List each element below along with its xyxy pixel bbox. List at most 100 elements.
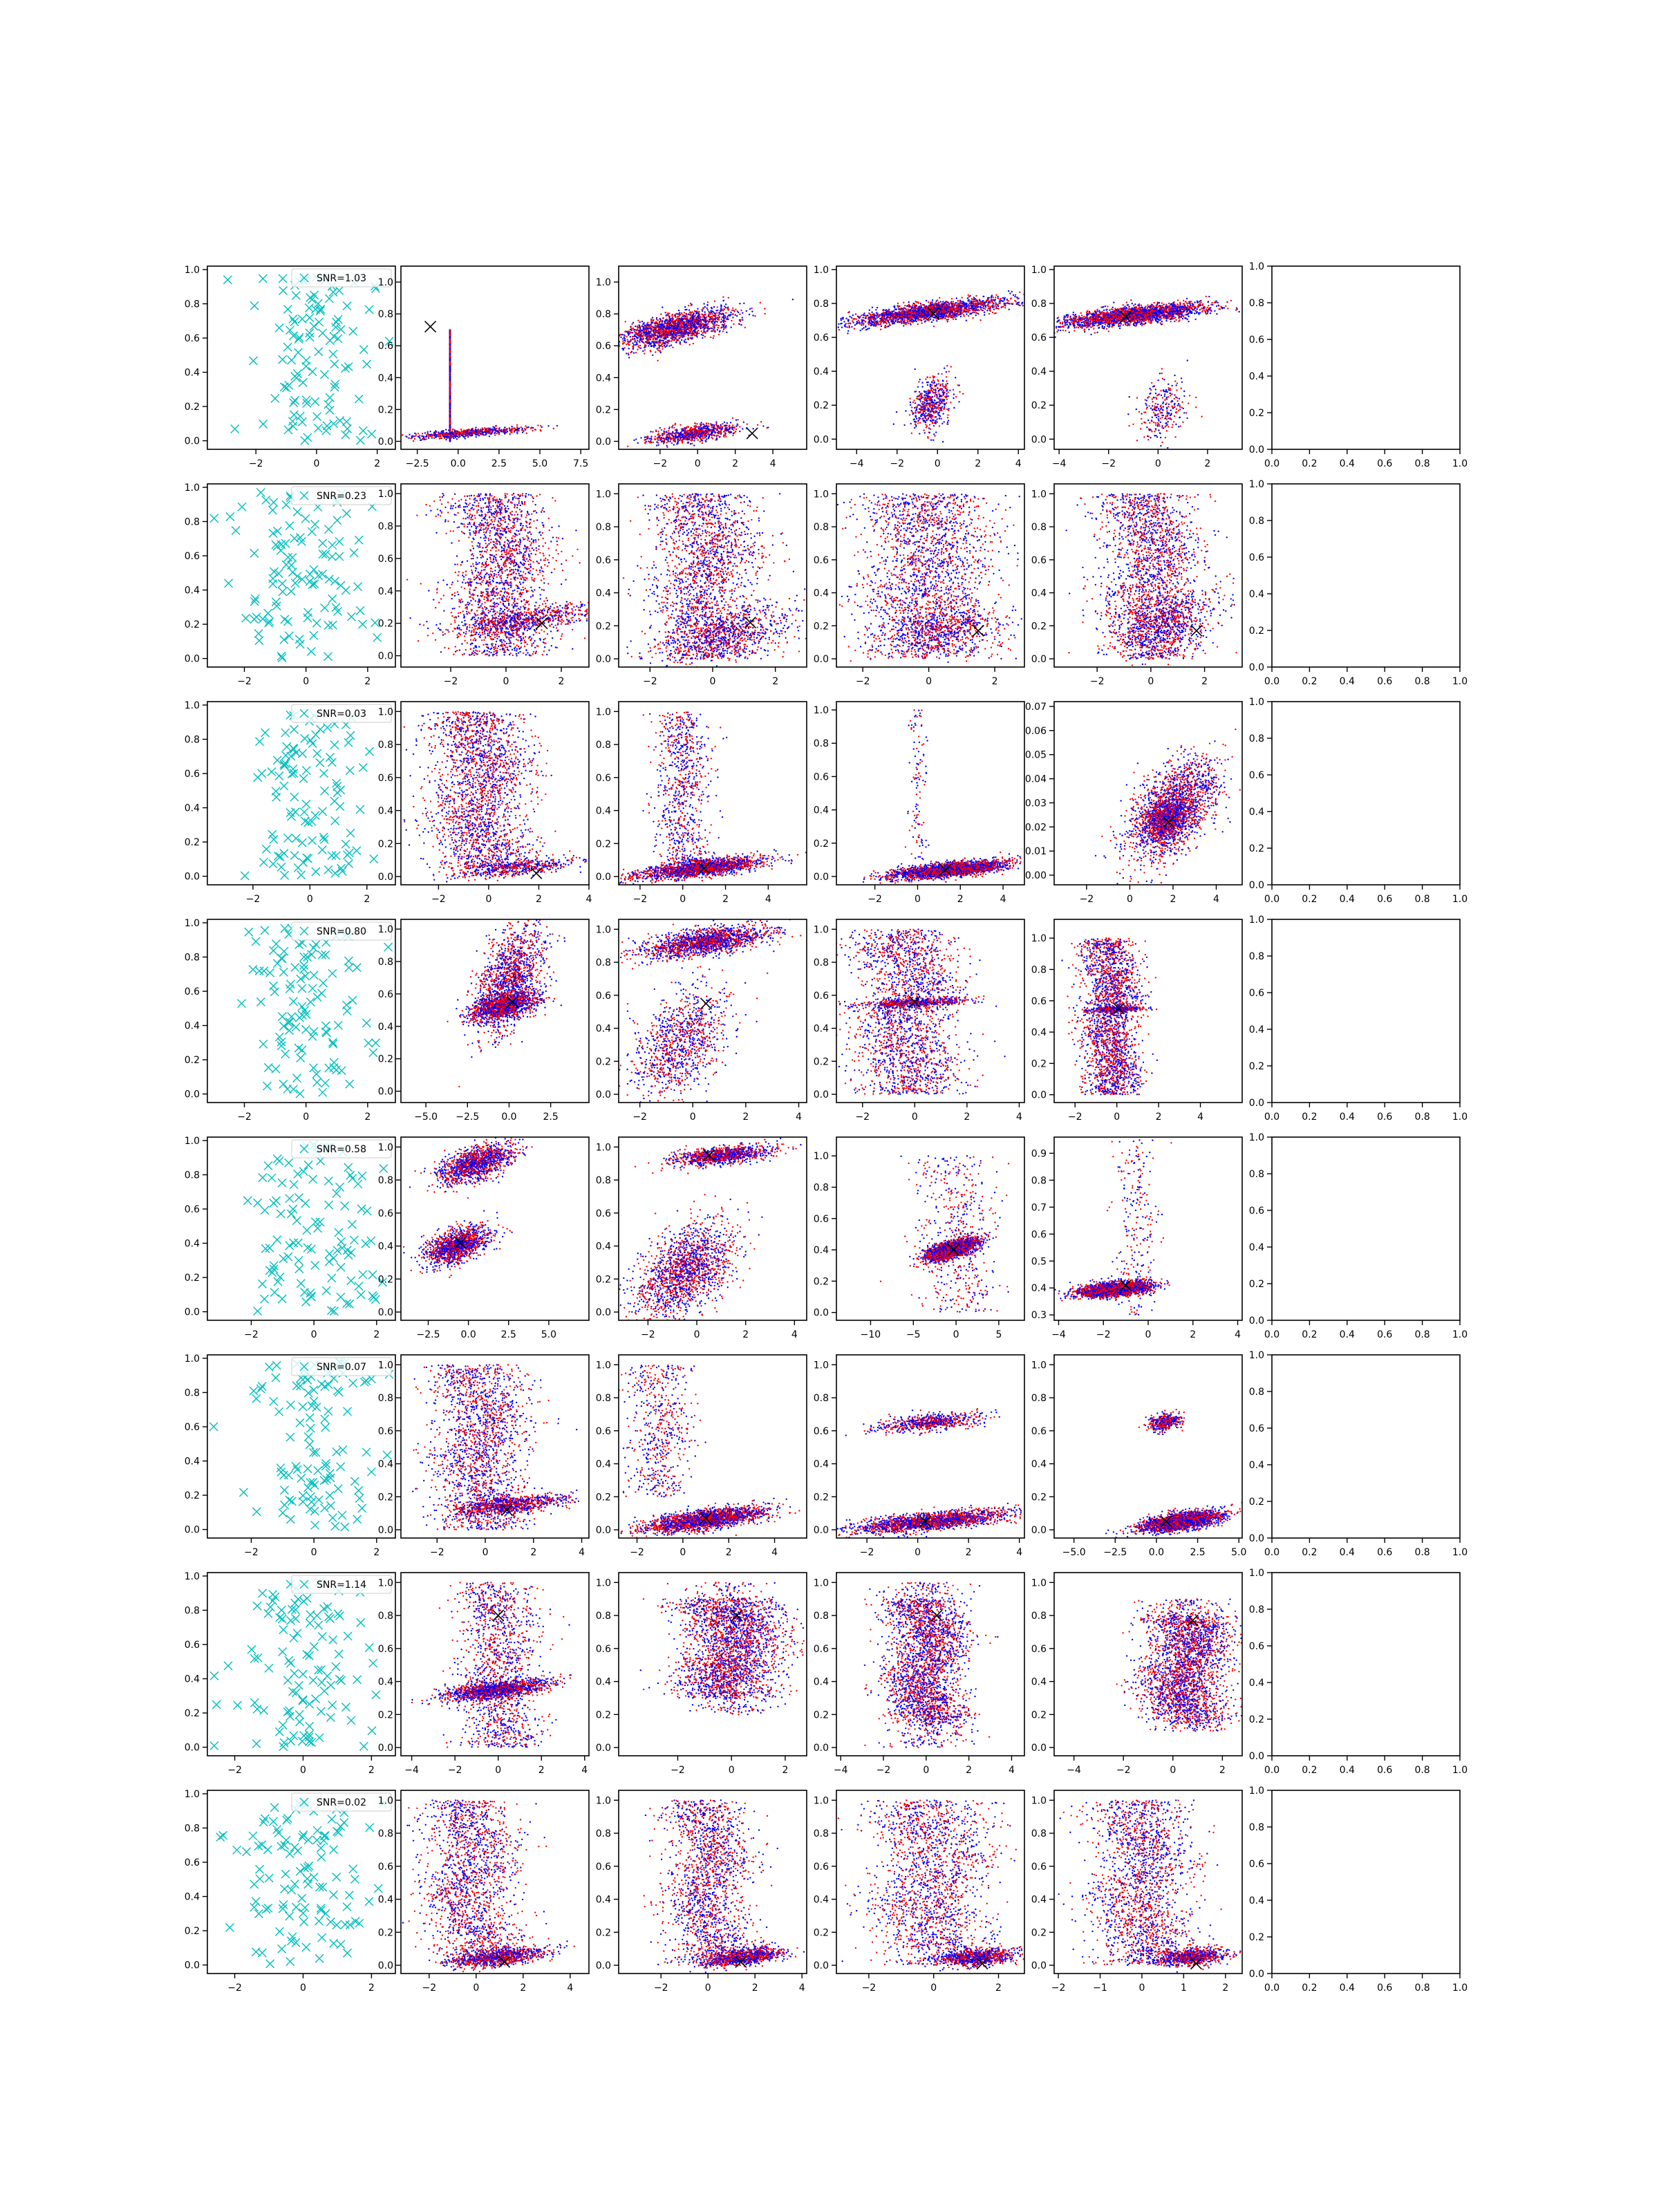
r1c2-red-point	[414, 438, 415, 440]
r1c3-blue-point	[647, 438, 648, 439]
r1c3-blue-point	[726, 319, 727, 320]
r1c2-blue-point	[516, 429, 518, 430]
r1c3-red-point	[635, 352, 637, 353]
r1c3-red-point	[684, 312, 685, 313]
r1c3-red-point	[655, 429, 657, 431]
r1c3-red-point	[619, 334, 621, 335]
r1c2-xtick-label: −2.5	[406, 458, 429, 469]
r1c1-x-marker	[292, 292, 300, 300]
subplot-r1c1: SNR=1.03−2 0 20.00.20.40.60.81.0	[185, 265, 395, 469]
r1c2-red-point	[524, 428, 525, 429]
r1c3-red-point	[671, 442, 673, 444]
r1c1-x-marker	[289, 332, 297, 340]
r1c2-blue-point	[431, 437, 433, 438]
r1c2-blue-point	[429, 434, 430, 435]
r1c2-blue-point	[471, 429, 472, 430]
r1c2-red-point	[413, 435, 414, 437]
r1c2-red-point	[516, 427, 518, 428]
r1c3-red-point	[764, 313, 765, 315]
r1c3-blue-point	[749, 308, 751, 310]
r1c1-x-marker	[368, 430, 376, 438]
r1c3-blue-point	[612, 350, 614, 351]
r1c2-blue-point	[421, 435, 422, 437]
r1c3-red-point	[612, 339, 614, 341]
r1c3-red-point	[670, 324, 671, 325]
r1c3-red-point	[702, 308, 704, 309]
r1c1-x-marker	[283, 343, 292, 351]
r1c2-red-point	[449, 340, 451, 341]
r1c1-x-marker	[290, 318, 299, 326]
r1c1-x-marker	[343, 301, 351, 310]
r1c2-blue-point	[465, 431, 466, 432]
r1c3-blue-point	[708, 315, 709, 316]
r1c3-blue-point	[668, 328, 669, 329]
r1c1-x-marker	[279, 287, 288, 295]
r1c2-red-point	[413, 440, 414, 442]
r1c2-blue-point	[463, 436, 465, 438]
r1c3-blue-point	[724, 432, 726, 433]
r1c3-red-point	[657, 339, 658, 340]
r1c3-blue-point	[720, 321, 722, 323]
r1c3-red-point	[704, 336, 706, 337]
r1c3-red-point	[760, 421, 762, 422]
r1c2-red-point	[496, 428, 497, 429]
r1c3-red-point	[669, 432, 671, 433]
r1c2-blue-point	[423, 437, 424, 438]
r1c3-red-point	[696, 438, 697, 439]
r1c3-blue-point	[724, 422, 725, 423]
r1c3-blue-point	[684, 306, 686, 308]
r1c1-x-marker	[289, 422, 297, 430]
r1c3-blue-point	[678, 337, 679, 339]
r1c3-blue-point	[697, 308, 698, 310]
r1c2-blue-point	[449, 344, 451, 346]
r1c3-red-point	[639, 347, 640, 348]
r1c1-x-marker	[334, 335, 342, 343]
r1c2-blue-point	[435, 434, 437, 435]
r1c3-blue-point	[647, 327, 648, 328]
r1c3-red-point	[693, 432, 695, 433]
r1c2-blue-point	[522, 428, 523, 429]
r1c3-red-point	[728, 297, 729, 299]
r1c3-red-point	[655, 439, 656, 440]
r1c3-blue-point	[631, 351, 632, 353]
r1c3-blue-point	[735, 425, 737, 427]
r1c2-red-point	[418, 433, 419, 434]
r1c2-blue-point	[405, 435, 406, 437]
r1c1-x-marker	[326, 393, 334, 402]
r1c3-blue-point	[603, 337, 605, 338]
r1c2-blue-point	[428, 438, 429, 439]
r1c3-red-point	[594, 353, 595, 354]
r1c3-blue-point	[691, 438, 693, 439]
r1c3-red-point	[666, 340, 668, 341]
r1c3-blue-point	[656, 441, 657, 442]
r1c3-blue-point	[663, 431, 664, 432]
r1c3-red-point	[735, 431, 736, 432]
r1c3-blue-point	[679, 318, 680, 319]
r1c3-blue-point	[706, 330, 708, 332]
r1c2-blue-point	[484, 431, 485, 433]
r1c1-x-marker	[356, 436, 364, 444]
r1c3-red-point	[660, 342, 662, 344]
r1c3-blue-point	[702, 337, 703, 339]
r1c3-blue-point	[684, 340, 685, 341]
r1c3-red-point	[718, 313, 720, 315]
r1c3-red-point	[722, 297, 724, 298]
r1c3-red-point	[744, 327, 746, 328]
r1c2-red-point	[449, 332, 451, 333]
r1c2-xtick-label: 5.0	[532, 458, 547, 469]
r1c3-red-point	[733, 429, 734, 431]
r1c3-blue-point	[717, 329, 718, 330]
r1c3-blue-point	[645, 341, 646, 342]
r1c1-ytick-label: 0.2	[185, 402, 200, 413]
r1c3-blue-point	[702, 335, 704, 336]
r1c3-red-point	[739, 313, 740, 315]
r1c2-blue-point	[397, 439, 398, 440]
r1c2-red-point	[419, 435, 420, 436]
r1c3-blue-point	[662, 438, 664, 439]
r1c3-blue-point	[709, 321, 710, 322]
r1c3-red-point	[688, 430, 689, 431]
r1c1-x-marker	[344, 363, 353, 371]
r1c2-blue-point	[447, 436, 449, 438]
r1c3-blue-point	[707, 433, 709, 435]
r1c3-red-point	[672, 346, 673, 348]
